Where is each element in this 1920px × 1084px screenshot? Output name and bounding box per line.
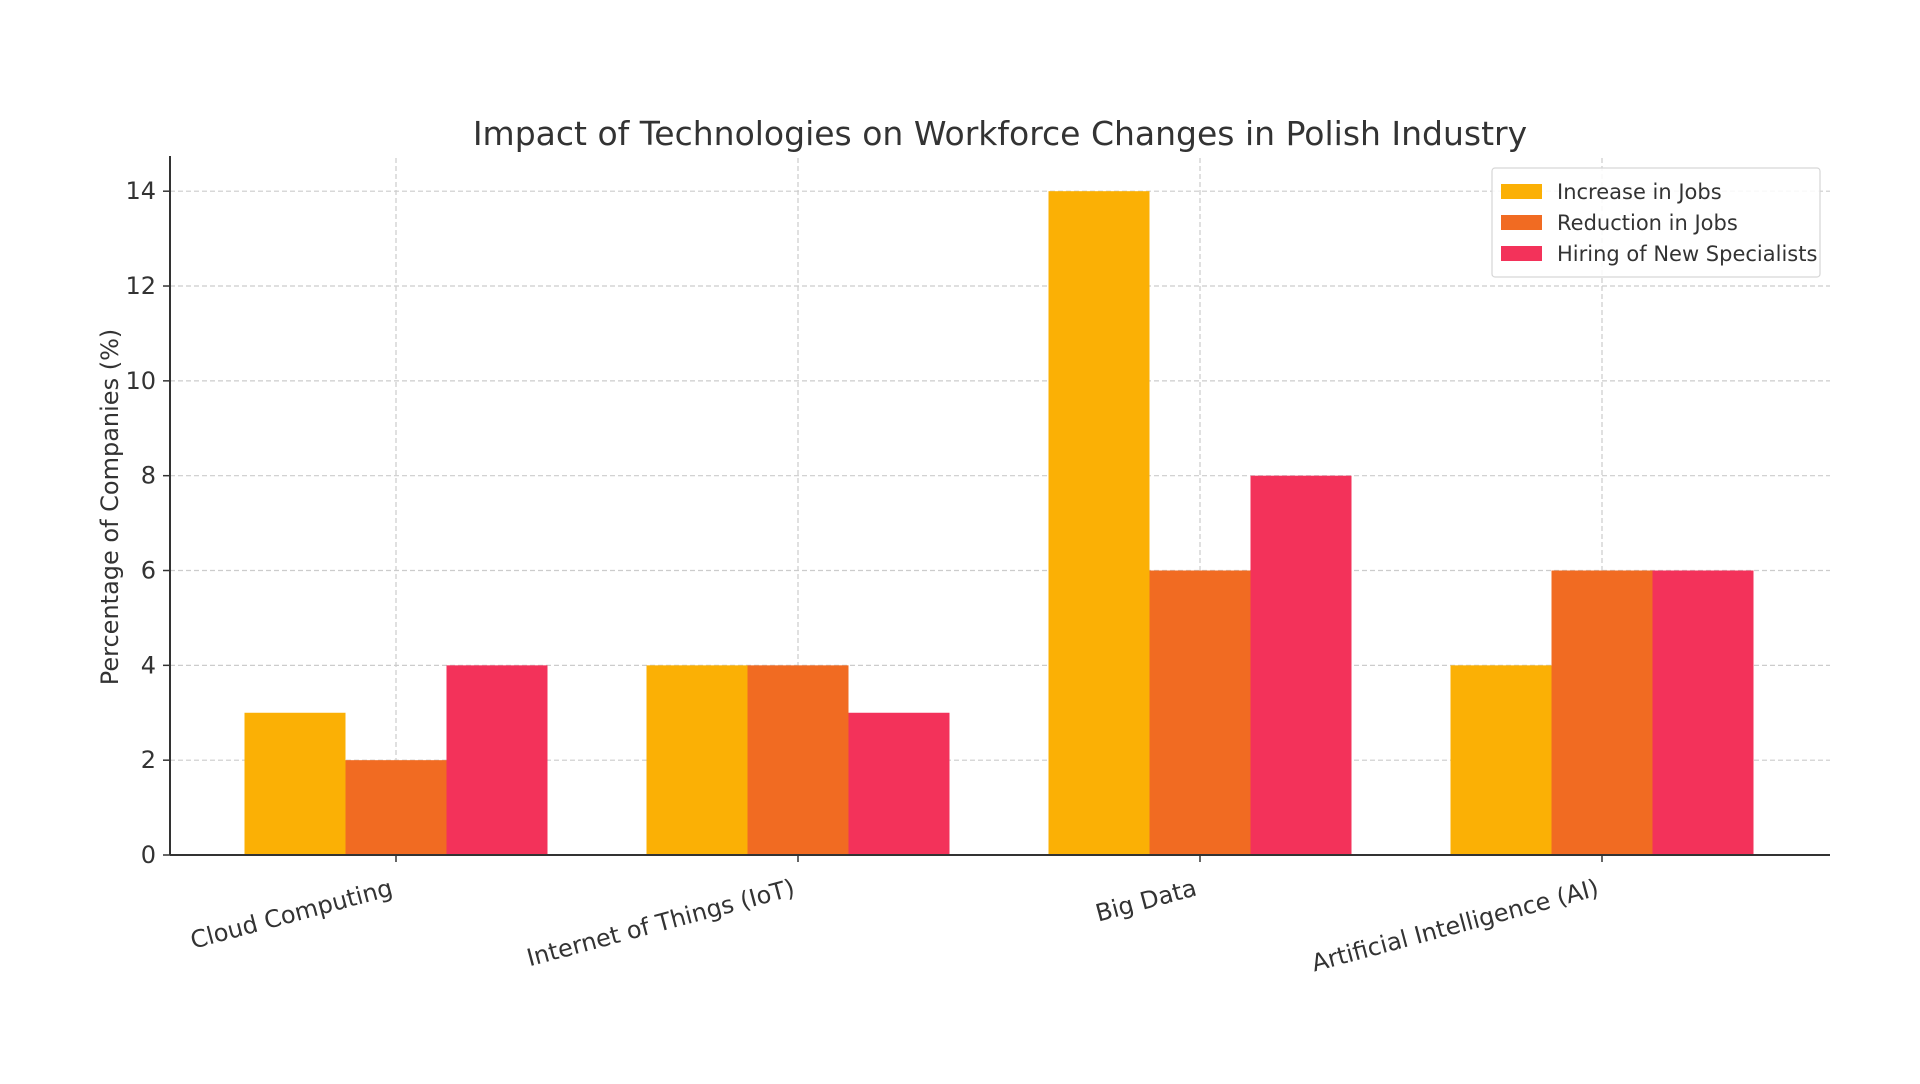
bar-reduction-in-jobs-3 xyxy=(1551,570,1653,855)
bar-increase-in-jobs-0 xyxy=(244,712,346,855)
bars xyxy=(244,191,1754,855)
x-tick-label: Cloud Computing xyxy=(187,874,395,955)
bar-increase-in-jobs-2 xyxy=(1048,191,1150,855)
legend-label: Reduction in Jobs xyxy=(1557,211,1738,235)
y-tick-label: 10 xyxy=(125,367,156,395)
y-tick-labels: 0 2 4 6 8 10 12 14 xyxy=(125,177,156,869)
bar-increase-in-jobs-3 xyxy=(1450,665,1552,855)
x-tick-label: Internet of Things (IoT) xyxy=(524,874,798,972)
y-tick-label: 4 xyxy=(141,651,156,679)
y-tick-label: 2 xyxy=(141,746,156,774)
bar-hiring-of-new-specialists-2 xyxy=(1250,475,1352,855)
y-tick-label: 14 xyxy=(125,177,156,205)
bar-reduction-in-jobs-0 xyxy=(345,760,447,855)
legend-swatch xyxy=(1501,246,1542,261)
legend-swatch xyxy=(1501,184,1542,199)
y-tick-label: 12 xyxy=(125,272,156,300)
bar-hiring-of-new-specialists-3 xyxy=(1652,570,1754,855)
legend: Increase in Jobs Reduction in Jobs Hiring … xyxy=(1491,167,1821,278)
bar-hiring-of-new-specialists-0 xyxy=(446,665,548,855)
y-tick-label: 0 xyxy=(141,841,156,869)
y-axis-label: Percentage of Companies (%) xyxy=(96,329,124,685)
axes xyxy=(163,156,1830,862)
x-tick-label: Artificial Intelligence (AI) xyxy=(1309,874,1602,978)
legend-label: Hiring of New Specialists xyxy=(1557,242,1817,266)
bar-reduction-in-jobs-2 xyxy=(1149,570,1251,855)
x-tick-label: Big Data xyxy=(1093,874,1200,928)
y-tick-label: 6 xyxy=(141,557,156,585)
bar-increase-in-jobs-1 xyxy=(646,665,748,855)
legend-label: Increase in Jobs xyxy=(1557,180,1722,204)
legend-swatch xyxy=(1501,215,1542,230)
legend-box xyxy=(1491,167,1821,278)
bar-hiring-of-new-specialists-1 xyxy=(848,712,950,855)
chart-title: Impact of Technologies on Workforce Chan… xyxy=(473,114,1527,153)
y-tick-label: 8 xyxy=(141,462,156,490)
bar-reduction-in-jobs-1 xyxy=(747,665,849,855)
x-tick-labels: Cloud Computing Internet of Things (IoT) B… xyxy=(187,874,1601,978)
